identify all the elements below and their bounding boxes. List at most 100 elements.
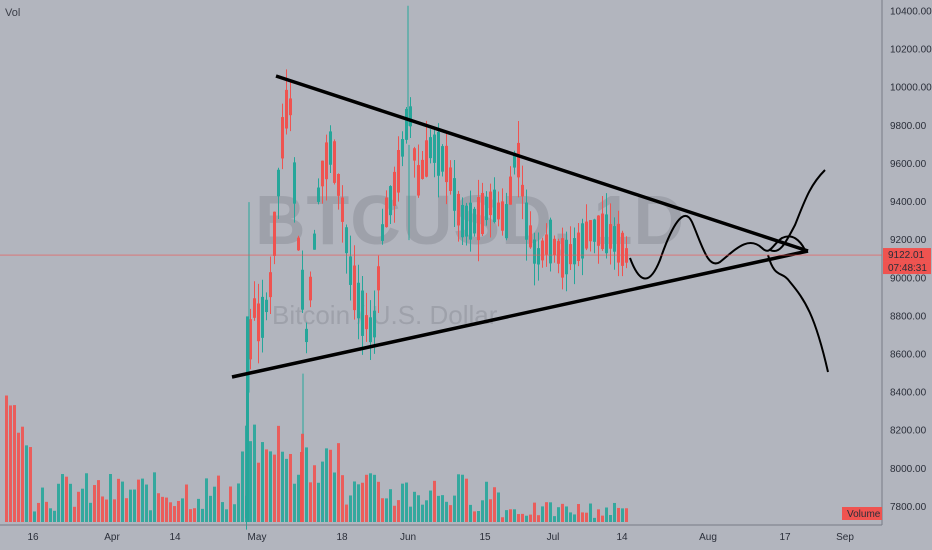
volume-bar (589, 503, 592, 522)
volume-bar (369, 473, 372, 522)
price-tick-label: 9000.00 (890, 273, 927, 284)
triangle-lower-trendline[interactable] (231, 249, 809, 379)
candle-body (393, 171, 396, 206)
volume-bar (421, 504, 424, 522)
volume-bar (253, 424, 256, 522)
volume-bar (621, 508, 624, 522)
volume-bar (609, 515, 612, 522)
volume-bar (173, 506, 176, 522)
volume-bar (521, 513, 524, 522)
volume-series (5, 395, 628, 522)
volume-bar (97, 480, 100, 522)
volume-bar (561, 503, 564, 522)
candle-body (285, 89, 288, 129)
triangle-upper-trendline[interactable] (275, 74, 809, 253)
volume-bar (101, 496, 104, 522)
candle-body (246, 316, 249, 507)
candle-series (245, 5, 628, 530)
time-tick-label: 14 (169, 532, 181, 543)
projected-breakout-up-path[interactable] (769, 169, 826, 253)
candle-body (481, 192, 484, 235)
volume-bar (325, 448, 328, 522)
last-price-text: 9122.01 (888, 250, 925, 261)
volume-bar (129, 489, 132, 522)
price-tick-label: 8600.00 (890, 350, 927, 361)
volume-bar (377, 481, 380, 522)
candle-body (257, 303, 260, 342)
candle-body (545, 234, 548, 255)
price-tick-label: 10200.00 (890, 45, 932, 56)
volume-bar (265, 449, 268, 522)
candle-body (265, 299, 268, 313)
volume-bar (213, 486, 216, 522)
volume-bar (49, 508, 52, 522)
candle-body (477, 197, 480, 241)
volume-bar (509, 509, 512, 522)
projected-breakdown-path[interactable] (767, 254, 829, 373)
candle-body (277, 169, 280, 197)
candle-body (505, 204, 508, 239)
volume-bar (501, 517, 504, 522)
volume-bar (317, 482, 320, 522)
candle-body (581, 223, 584, 259)
candle-body (325, 142, 328, 180)
volume-bar (605, 507, 608, 522)
volume-bar (17, 432, 20, 522)
volume-bar (109, 474, 112, 522)
candle-body (617, 223, 620, 263)
volume-bar (313, 465, 316, 522)
volume-bar (285, 458, 288, 522)
candle-body (489, 191, 492, 216)
volume-bar (33, 511, 36, 522)
candle-body (301, 269, 304, 310)
volume-bar (417, 495, 420, 522)
volume-bar (205, 478, 208, 522)
volume-indicator-label[interactable]: Vol (5, 7, 21, 19)
volume-bar (625, 508, 628, 522)
candle-body (577, 232, 580, 262)
candle-body (529, 225, 532, 248)
candle-body (309, 276, 312, 301)
volume-bar (613, 502, 616, 522)
drawing-layer (231, 74, 829, 379)
candle-body (497, 202, 500, 220)
time-tick-label: Jun (400, 532, 416, 543)
volume-bar (381, 498, 384, 522)
volume-bar (85, 473, 88, 522)
candle-body (333, 141, 336, 183)
volume-bar (573, 514, 576, 522)
volume-bar (13, 405, 16, 522)
volume-bar (505, 510, 508, 522)
candle-body (425, 140, 428, 177)
volume-bar (397, 500, 400, 522)
candle-body (601, 213, 604, 250)
volume-bar (293, 483, 296, 522)
volume-bar (153, 472, 156, 522)
volume-bar (585, 512, 588, 522)
volume-bar (473, 511, 476, 522)
volume-bar (493, 487, 496, 522)
time-tick-label: Aug (699, 532, 717, 543)
last-price-label: 9122.01 07:48:31 (883, 248, 931, 275)
volume-bar (365, 474, 368, 522)
time-tick-label: 18 (336, 532, 348, 543)
candle-body (469, 202, 472, 240)
time-tick-label: Sep (836, 532, 854, 543)
candle-body (537, 248, 540, 265)
candle-body (353, 265, 356, 311)
candle-body (401, 139, 404, 157)
volume-bar (469, 504, 472, 522)
candle-body (337, 173, 340, 196)
projected-oscillation-path[interactable] (629, 214, 806, 280)
candle-body (281, 117, 284, 159)
volume-bar (461, 474, 464, 522)
volume-bar (189, 509, 192, 522)
volume-bar (237, 483, 240, 522)
volume-bar (269, 451, 272, 522)
price-tick-label: 8000.00 (890, 464, 927, 475)
volume-bar (273, 454, 276, 522)
volume-bar (489, 499, 492, 522)
volume-bar (385, 498, 388, 522)
candle-body (461, 204, 464, 238)
